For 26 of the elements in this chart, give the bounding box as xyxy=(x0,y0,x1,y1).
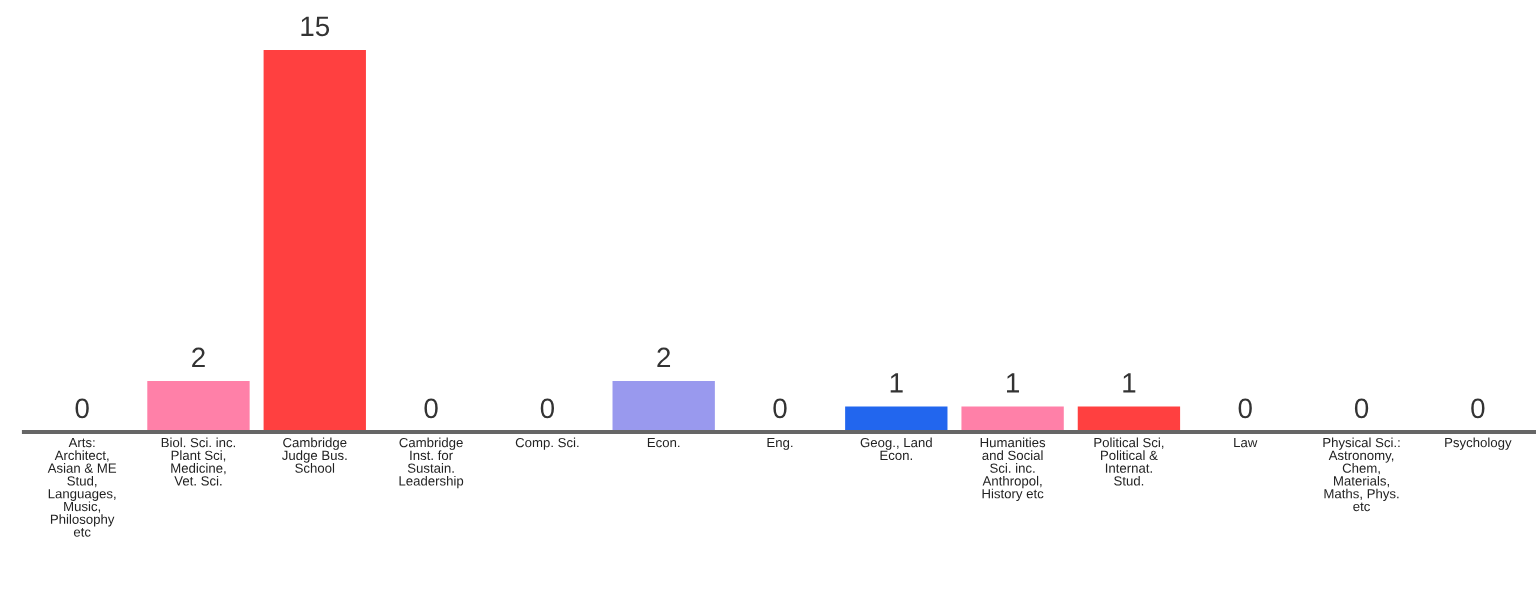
data-label: 1 xyxy=(890,373,903,393)
x-tick-label: Econ. xyxy=(647,438,680,448)
data-label: 0 xyxy=(1471,398,1485,419)
data-label: 0 xyxy=(75,398,89,419)
data-label: 2 xyxy=(192,347,205,367)
data-label: 0 xyxy=(1238,398,1252,419)
x-tick-label: Political Sci, Political & Internat. Stud. xyxy=(1094,437,1164,486)
data-label: 0 xyxy=(773,398,787,419)
data-label: 0 xyxy=(540,398,555,419)
x-tick-label: Geog., Land Econ. xyxy=(860,437,932,461)
x-tick-label: Eng. xyxy=(767,438,793,450)
x-tick-label: Humanities and Social Sci. inc. Anthropol, History etc xyxy=(980,437,1046,501)
data-label: 15 xyxy=(301,16,330,37)
x-tick-label: Physical Sci.: Astronomy, Chem, Materials, Maths, Phys. etc xyxy=(1323,437,1400,512)
data-label: 0 xyxy=(424,398,438,419)
x-tick-label: Psychology xyxy=(1445,437,1512,450)
x-tick-label: Arts: Architect, Asian & ME Stud, Languages, Music, Philosophy etc xyxy=(47,438,117,537)
x-tick-label: Comp. Sci. xyxy=(515,437,579,450)
x-tick-label: Cambridge Inst. for Sustain. Leadership xyxy=(399,437,464,489)
x-tick-label: Law xyxy=(1234,438,1258,448)
x-tick-label: Biol. Sci. inc. Plant Sci, Medicine, Vet. Sci. xyxy=(161,437,236,486)
data-label: 0 xyxy=(1354,398,1369,419)
x-tick-label: Cambridge Judge Bus. School xyxy=(281,437,347,473)
data-label: 1 xyxy=(1123,373,1136,393)
data-label: 1 xyxy=(1007,373,1019,393)
data-label: 2 xyxy=(657,347,671,367)
